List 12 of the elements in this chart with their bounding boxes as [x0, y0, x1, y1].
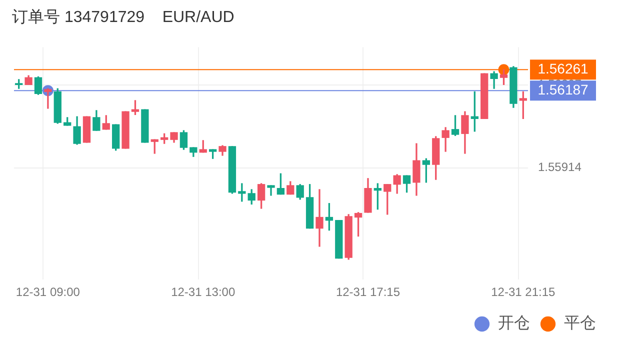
- y-tick-label: 1.55914: [538, 160, 582, 174]
- x-tick-label: 12-31 13:00: [171, 285, 236, 300]
- legend-label: 平仓: [564, 313, 596, 332]
- ref-line-label: 1.56187: [538, 81, 589, 98]
- x-tick-label: 12-31 09:00: [16, 285, 80, 300]
- candlestick: [316, 189, 324, 247]
- legend-label: 开仓: [498, 313, 530, 332]
- chart-title: 订单号 134791729 EUR/AUD: [12, 8, 234, 26]
- x-tick-label: 12-31 21:15: [491, 285, 556, 300]
- x-tick-label: 12-31 17:15: [336, 285, 400, 300]
- ref-line-label: 1.56261: [538, 60, 589, 76]
- candlestick: [267, 185, 275, 196]
